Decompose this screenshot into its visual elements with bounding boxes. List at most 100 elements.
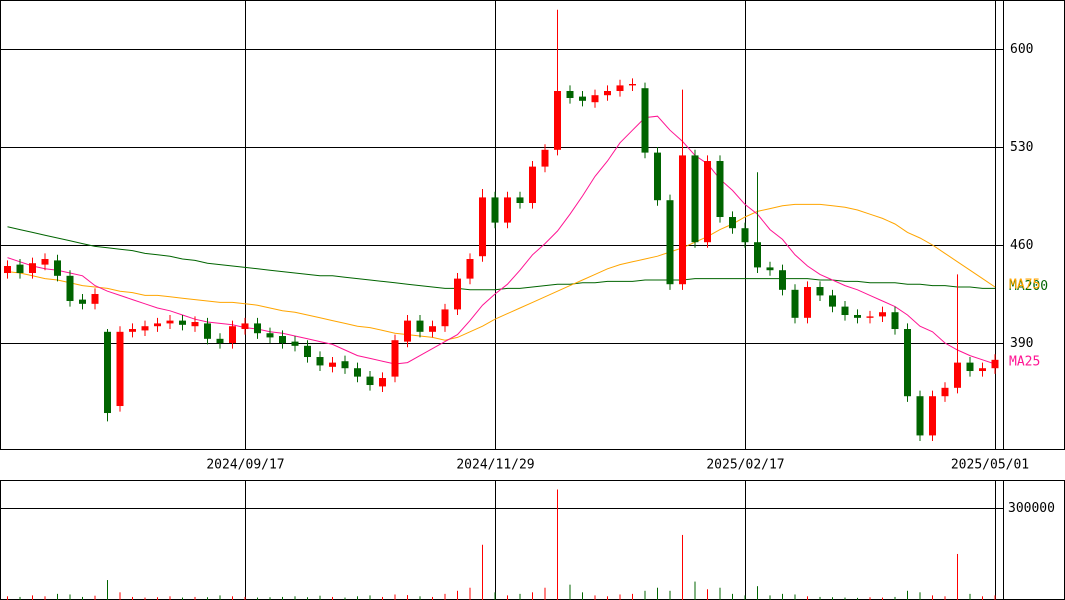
volume-bar bbox=[619, 594, 621, 600]
volume-bar bbox=[19, 596, 21, 600]
candle-body bbox=[279, 336, 286, 344]
volume-bar bbox=[732, 593, 733, 600]
candle-body bbox=[291, 341, 299, 346]
candle-body bbox=[154, 323, 161, 327]
candle-body bbox=[591, 95, 599, 103]
volume-bar bbox=[532, 592, 533, 600]
candle-body bbox=[866, 316, 874, 318]
candle-body bbox=[391, 340, 399, 377]
candle-body bbox=[191, 322, 199, 327]
candle-body bbox=[854, 315, 861, 318]
volume-bar bbox=[107, 580, 108, 600]
volume-bar bbox=[469, 587, 471, 600]
candle-body bbox=[966, 362, 974, 372]
candle-body bbox=[316, 357, 324, 366]
candle-body bbox=[604, 91, 611, 96]
candle-body bbox=[716, 161, 724, 218]
volume-bar bbox=[919, 592, 921, 600]
moving-average-line bbox=[7, 115, 996, 365]
volume-bar bbox=[644, 590, 646, 600]
volume-bar bbox=[594, 595, 596, 600]
volume-bar bbox=[607, 596, 608, 600]
volume-bar bbox=[232, 596, 233, 600]
volume-bar bbox=[369, 595, 371, 600]
candle-body bbox=[891, 312, 899, 330]
volume-bar bbox=[694, 581, 696, 600]
y-tick-label: 460 bbox=[1010, 238, 1033, 253]
candle-body bbox=[29, 263, 36, 274]
candle-body bbox=[454, 278, 461, 310]
moving-average-label: MA200 bbox=[1009, 279, 1048, 294]
volume-bar bbox=[957, 553, 958, 600]
x-tick-label: 2024/09/17 bbox=[206, 458, 284, 473]
candle-body bbox=[341, 361, 349, 369]
volume-bar bbox=[419, 596, 421, 600]
candle-body bbox=[529, 166, 536, 204]
volume-bar bbox=[782, 593, 783, 600]
candle-body bbox=[329, 362, 336, 367]
candle-body bbox=[766, 267, 774, 271]
volume-bar bbox=[119, 592, 121, 600]
candle-body bbox=[916, 396, 924, 436]
candle-body bbox=[441, 309, 449, 327]
candle-body bbox=[691, 155, 699, 243]
volume-bar bbox=[882, 597, 883, 600]
volume-bar bbox=[294, 596, 296, 600]
volume-bar bbox=[994, 595, 996, 600]
candle-body bbox=[41, 259, 49, 265]
candle-body bbox=[354, 368, 361, 377]
candle-body bbox=[979, 368, 986, 372]
candle-body bbox=[116, 331, 124, 407]
candle-body bbox=[129, 329, 136, 332]
x-tick-label: 2025/02/17 bbox=[706, 458, 784, 473]
candle-body bbox=[579, 96, 586, 101]
candle-body bbox=[841, 306, 849, 316]
candle-body bbox=[104, 331, 111, 414]
candle-body bbox=[79, 299, 86, 304]
volume-bar bbox=[457, 590, 458, 600]
volume-bar bbox=[219, 595, 221, 600]
x-tick-label: 2025/05/01 bbox=[951, 458, 1029, 473]
candle-body bbox=[654, 152, 661, 201]
volume-bar bbox=[544, 587, 546, 600]
candle-body bbox=[141, 326, 149, 331]
volume-bar bbox=[407, 595, 408, 600]
candle-body bbox=[204, 323, 211, 339]
volume-bar bbox=[969, 593, 971, 600]
volume-bar bbox=[832, 597, 833, 600]
volume-bar bbox=[794, 594, 796, 600]
volume-bar bbox=[557, 489, 558, 600]
volume-bar bbox=[269, 597, 271, 600]
candle-body bbox=[754, 242, 761, 268]
candle-body bbox=[179, 320, 186, 325]
candle-body bbox=[66, 275, 74, 302]
volume-bar bbox=[632, 593, 633, 600]
candle-body bbox=[4, 266, 11, 274]
candle-body bbox=[541, 149, 549, 167]
candle-body bbox=[879, 312, 886, 317]
volume-bar bbox=[169, 596, 171, 600]
candle-body bbox=[429, 326, 436, 332]
volume-bar bbox=[132, 596, 133, 600]
volume-bar bbox=[982, 596, 983, 600]
volume-bar bbox=[94, 595, 96, 600]
volume-bar bbox=[344, 597, 346, 600]
candle-body bbox=[791, 289, 799, 318]
candle-body bbox=[254, 323, 261, 334]
candle-body bbox=[504, 197, 511, 223]
y-tick-label: 600 bbox=[1010, 42, 1033, 57]
candle-body bbox=[229, 326, 236, 344]
candle-body bbox=[91, 294, 99, 304]
volume-bar bbox=[69, 594, 71, 600]
candle-body bbox=[566, 91, 574, 99]
candle-body bbox=[704, 161, 711, 243]
volume-bar bbox=[194, 596, 196, 600]
y-tick-label: 390 bbox=[1010, 336, 1033, 351]
candle-body bbox=[829, 295, 836, 307]
volume-bar bbox=[57, 593, 58, 600]
volume-bar bbox=[519, 593, 521, 600]
volume-bar bbox=[82, 596, 83, 600]
volume-bar bbox=[444, 593, 446, 600]
